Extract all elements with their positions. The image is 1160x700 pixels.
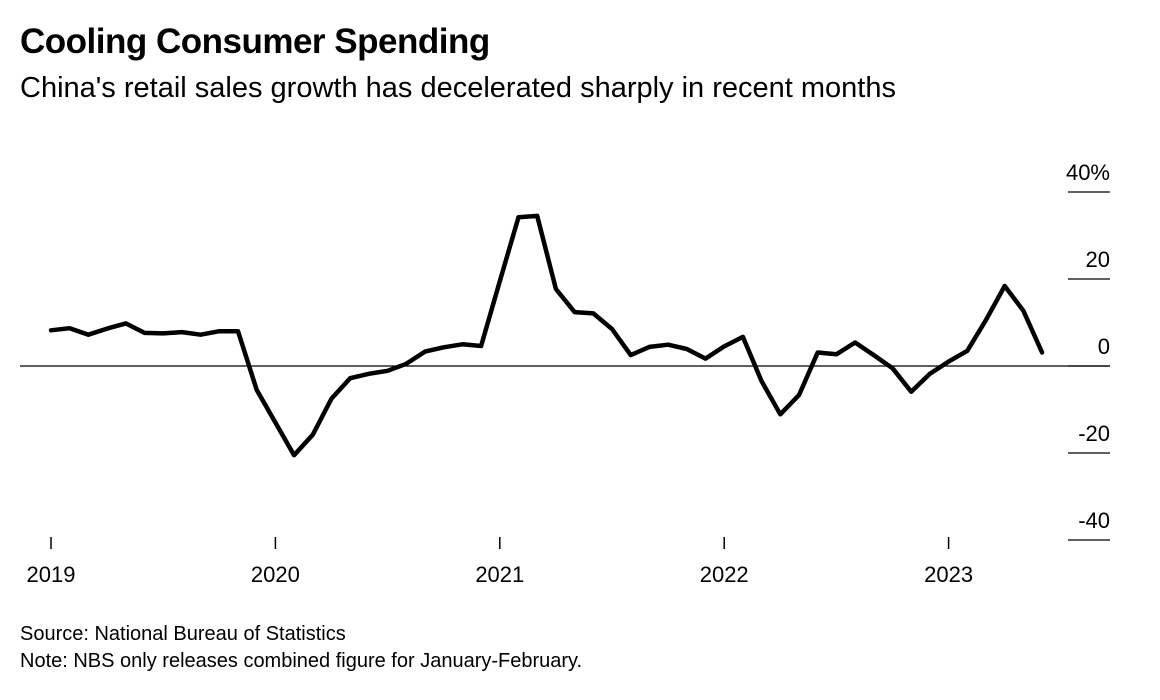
series-line — [48, 213, 1045, 458]
chart-title: Cooling Consumer Spending — [20, 22, 490, 61]
y-tick-label: 0 — [1098, 334, 1110, 359]
y-tick-label: 20 — [1086, 247, 1110, 272]
source-note: Source: National Bureau of Statistics — [20, 623, 346, 645]
series-group — [48, 213, 1045, 458]
x-tick-label: 2019 — [27, 562, 76, 587]
x-tick-label: 2022 — [700, 562, 749, 587]
x-axis: 2019 2020 2021 2022 2023 — [27, 537, 973, 587]
x-tick-label: 2020 — [251, 562, 300, 587]
x-tick-label: 2021 — [475, 562, 524, 587]
x-tick-label: 2023 — [924, 562, 973, 587]
y-axis: 40% 20 0 -20 -40 — [1066, 160, 1110, 541]
y-tick-label: -40 — [1078, 508, 1110, 533]
footnote: Note: NBS only releases combined figure … — [20, 650, 583, 672]
y-tick-label: -20 — [1078, 421, 1110, 446]
chart-subtitle: China's retail sales growth has decelera… — [20, 72, 896, 104]
y-tick-label: 40% — [1066, 160, 1110, 185]
